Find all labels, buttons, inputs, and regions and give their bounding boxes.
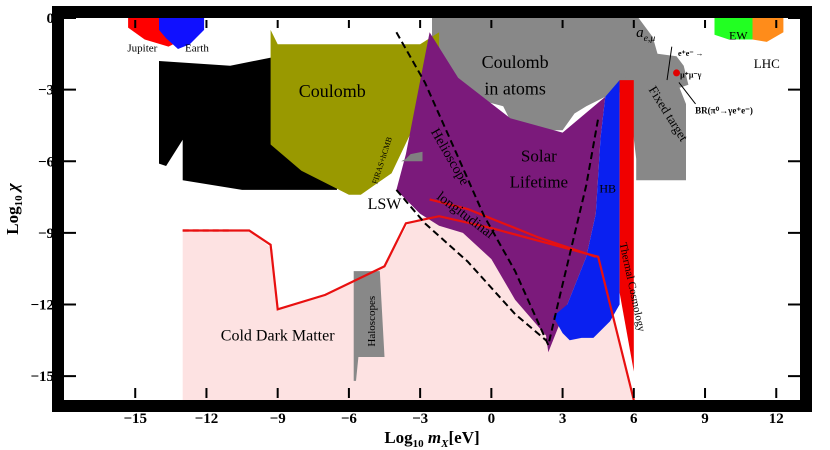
region-lhc <box>752 18 784 42</box>
label-lifetime: Lifetime <box>510 173 569 192</box>
region-layer <box>128 18 784 400</box>
label-jupiter: Jupiter <box>127 42 157 54</box>
label-haloscopes: Haloscopes <box>366 296 378 347</box>
y-tick-label: −15 <box>30 369 54 385</box>
x-tick-label: −6 <box>341 411 358 427</box>
x-tick-label: 3 <box>559 411 567 427</box>
line-cold-dark-matter-boundary <box>182 215 635 401</box>
line-layer <box>182 31 696 401</box>
y-tick-label: −3 <box>38 83 54 99</box>
region-earth <box>159 18 205 49</box>
y-tick-label: −12 <box>30 298 54 314</box>
x-tick-label: 12 <box>769 411 784 427</box>
label-in-atoms: in atoms <box>484 78 546 98</box>
region-lsw <box>401 151 423 162</box>
x-tick-label: −15 <box>123 411 147 427</box>
region-thermal-cosmology <box>619 80 634 372</box>
region-haloscopes <box>353 271 385 381</box>
label-lhc: LHC <box>754 56 780 71</box>
x-tick-label: 6 <box>630 411 638 427</box>
region-ew <box>714 18 753 40</box>
tick-layer <box>64 17 800 398</box>
y-axis-label: Log10 χ <box>3 182 25 235</box>
arrow-br-label <box>678 82 696 105</box>
x-tick-label: 9 <box>701 411 709 427</box>
line-longitudinal <box>429 198 597 258</box>
label-ew: EW <box>729 28 748 42</box>
line-solar-dashed <box>395 189 547 342</box>
x-axis-label: Log10 mX[eV] <box>384 428 479 450</box>
arrow-fixed-target <box>666 46 673 81</box>
label-earth: Earth <box>185 42 209 54</box>
label-coulomb: Coulomb <box>299 81 366 101</box>
label-coulomb: Coulomb <box>482 52 549 72</box>
tick-label-layer: −15 −12 −9 −6 −3 0 3 6 9 12 0 −3 −6 −9 −12 −15 <box>30 11 783 427</box>
label-e-e: e⁺e⁻ → <box>678 49 704 58</box>
label-solar: Solar <box>521 146 557 165</box>
y-tick-label: −6 <box>38 154 55 170</box>
label-cmb: CMB <box>186 103 222 120</box>
x-tick-label: −3 <box>412 411 428 427</box>
label-lsw: LSW <box>368 196 403 213</box>
region-coulomb-in-atoms <box>432 18 689 131</box>
region-solar-lifetime <box>396 32 606 353</box>
label-: μ⁺μ⁻γ <box>680 71 702 80</box>
region-fixed-target <box>621 56 686 181</box>
label-cold-dark-matter: Cold Dark Matter <box>221 327 335 344</box>
label-a: ae,μ <box>636 25 655 44</box>
x-tick-label: −9 <box>270 411 286 427</box>
x-tick-label: 0 <box>488 411 496 427</box>
line-helioscope-dashed <box>395 31 600 349</box>
plot-frame <box>52 6 812 412</box>
x-tick-label: −12 <box>195 411 219 427</box>
region-coulomb <box>270 29 440 195</box>
label-br-e-e: BR(π⁰→γe⁺e⁻) <box>695 106 753 116</box>
marker-a-e-mu <box>673 69 681 77</box>
y-tick-label: 0 <box>47 11 55 27</box>
y-tick-label: −9 <box>38 226 54 242</box>
label-hb: HB <box>599 181 616 195</box>
